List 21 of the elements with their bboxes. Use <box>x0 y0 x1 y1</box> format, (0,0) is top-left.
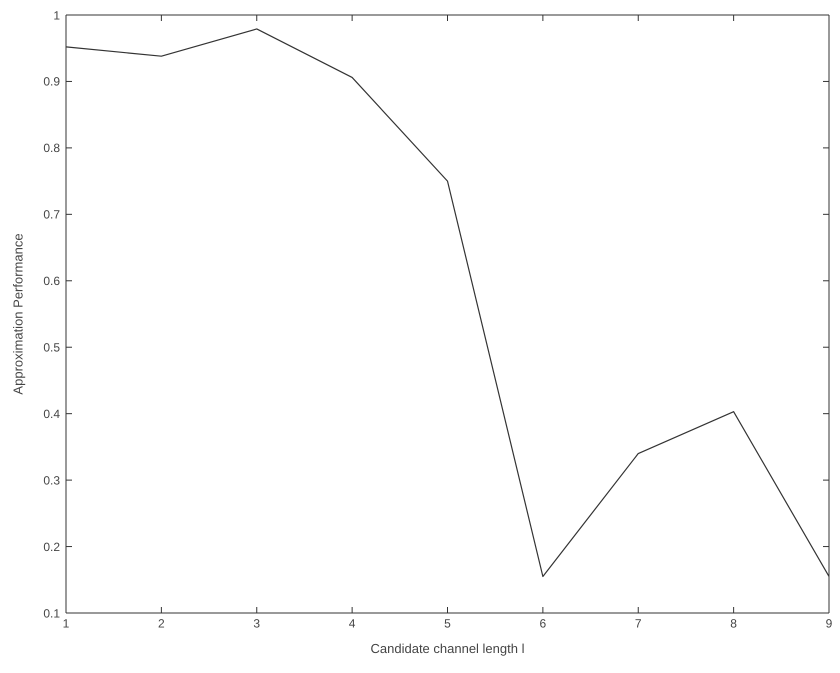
x-tick-label: 3 <box>253 616 260 631</box>
y-tick-label: 0.6 <box>43 274 60 288</box>
x-tick-label: 5 <box>444 616 452 631</box>
y-tick-label: 0.1 <box>43 606 60 620</box>
y-tick-label: 0.2 <box>43 540 60 554</box>
y-tick-label: 0.4 <box>43 406 60 421</box>
x-tick-label: 9 <box>826 616 833 631</box>
x-tick-label: 8 <box>730 616 738 631</box>
x-tick-label: 1 <box>62 616 70 631</box>
y-axis-title: Approximation Performance <box>10 233 26 395</box>
y-tick-label: 0.9 <box>43 74 60 89</box>
x-tick-label: 6 <box>540 616 547 631</box>
x-axis-title: Candidate channel length l <box>370 641 525 656</box>
y-tick-label: 1 <box>53 8 60 22</box>
y-tick-label: 0.3 <box>43 473 60 488</box>
y-tick-label: 0.7 <box>43 208 60 222</box>
x-tick-label: 2 <box>158 616 166 631</box>
x-tick-label: 4 <box>348 616 356 631</box>
x-tick-label: 7 <box>634 616 642 631</box>
y-tick-label: 0.8 <box>43 141 60 156</box>
y-tick-label: 0.5 <box>43 340 60 354</box>
